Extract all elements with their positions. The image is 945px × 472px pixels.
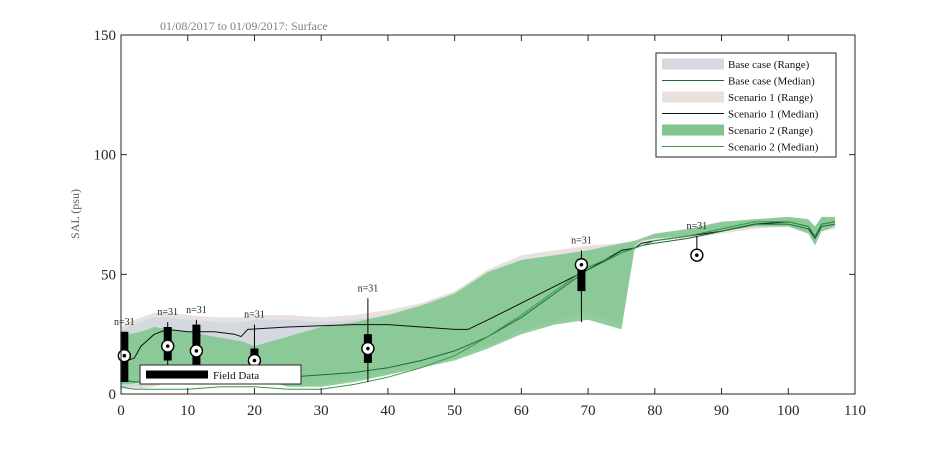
field-legend-box	[139, 364, 302, 385]
field-median-dot-3	[252, 358, 257, 363]
legend-label-0: Base case (Range)	[728, 59, 810, 71]
y-tick-label-3: 150	[94, 28, 117, 44]
field-count-label-6: n=31	[687, 221, 708, 232]
x-tick-label-9: 90	[714, 403, 729, 419]
chart-title: 01/08/2017 to 01/09/2017: Surface	[160, 19, 328, 33]
y-tick-label-0: 0	[109, 387, 117, 403]
field-count-label-1: n=31	[157, 307, 178, 318]
plot-frame	[120, 34, 856, 395]
x-tick-label-2: 20	[247, 403, 262, 419]
field-median-dot-0	[122, 353, 127, 358]
field-data-layer: n=31 n=31 n=31 n=31 n=31 n=31 n=31	[114, 221, 708, 383]
y-tick-label-1: 50	[101, 267, 116, 283]
x-tick-label-0: 0	[117, 403, 125, 419]
field-median-dot-4	[366, 346, 370, 351]
legend-swatch-2	[662, 91, 724, 103]
y-axis: 0 50 100 150	[94, 28, 855, 403]
legend-swatch-0	[662, 58, 724, 70]
field-median-dot-5	[579, 262, 584, 267]
x-tick-label-10: 100	[777, 403, 800, 419]
x-tick-label-4: 40	[380, 403, 395, 419]
x-tick-label-5: 50	[447, 403, 462, 419]
y-tick-label-2: 100	[94, 148, 117, 164]
legend-label-2: Scenario 1 (Range)	[728, 92, 813, 104]
x-tick-label-8: 80	[647, 403, 662, 419]
legend-swatch-4	[662, 124, 724, 136]
legend-label-4: Scenario 2 (Range)	[728, 125, 813, 137]
field-legend-label: Field Data	[213, 370, 259, 382]
x-tick-label-1: 10	[180, 403, 195, 419]
field-data-legend: Field Data	[139, 364, 302, 385]
field-box-5	[577, 269, 586, 292]
legend-label-1: Base case (Median)	[728, 76, 815, 88]
field-count-label-2: n=31	[186, 305, 207, 316]
field-count-label-3: n=31	[244, 310, 265, 321]
x-tick-label-3: 30	[314, 403, 329, 419]
field-median-dot-6	[695, 253, 699, 257]
legend-label-5: Scenario 2 (Median)	[728, 142, 819, 154]
field-median-dot-2	[194, 349, 199, 353]
field-count-label-5: n=31	[571, 235, 592, 246]
range-layer	[121, 216, 835, 390]
field-count-label-4: n=31	[358, 283, 379, 294]
x-tick-label-6: 60	[514, 403, 529, 419]
field-count-label-0: n=31	[114, 317, 135, 328]
legend: Base case (Range) Base case (Median) Scena…	[655, 52, 837, 158]
x-axis: 0 10 20 30 40 50 60 70 80 90 100 110	[117, 35, 866, 419]
range-band-2	[121, 216, 835, 387]
legend-box	[655, 52, 837, 158]
x-tick-label-7: 70	[581, 403, 596, 419]
field-median-dot-1	[165, 344, 170, 348]
x-tick-label-11: 110	[844, 403, 866, 419]
field-legend-swatch	[146, 370, 208, 379]
median-line-2	[120, 221, 836, 390]
legend-label-3: Scenario 1 (Median)	[728, 109, 819, 121]
y-axis-label: SAL (psu)	[68, 189, 82, 239]
